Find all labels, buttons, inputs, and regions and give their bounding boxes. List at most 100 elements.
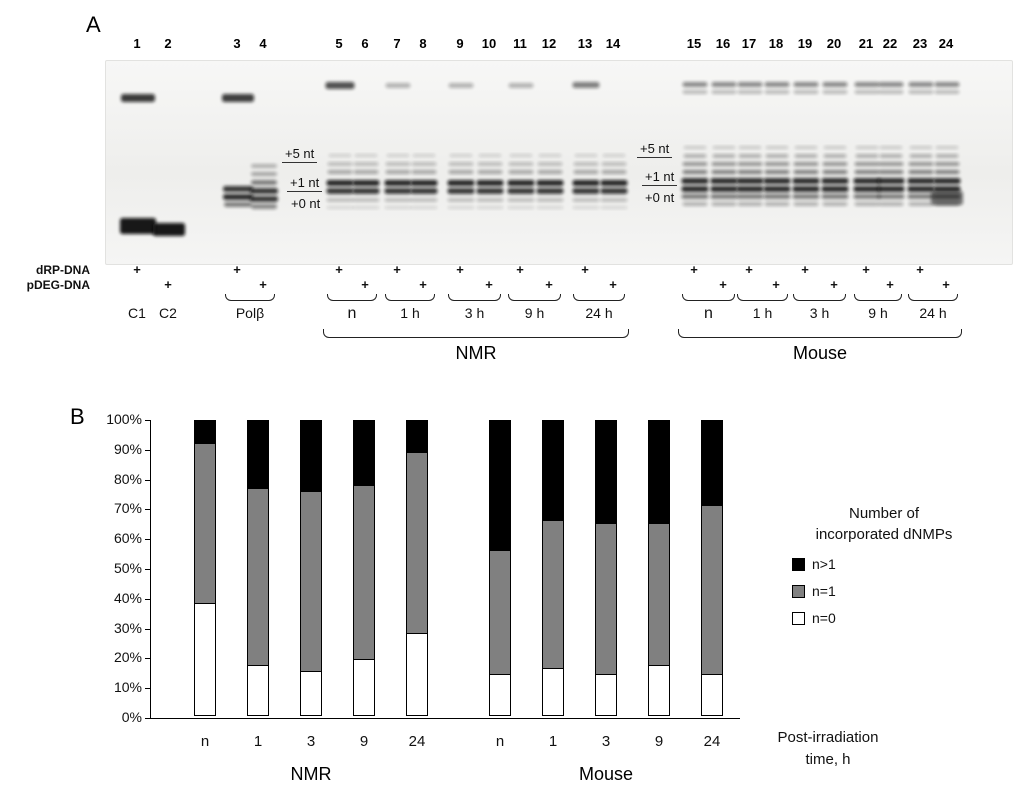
gel-band <box>681 178 709 184</box>
gel-band <box>447 188 475 194</box>
gel-band <box>538 154 562 157</box>
legend-title-line1: Number of <box>848 505 920 522</box>
size-marker-plus5nt-right: +5 nt <box>637 141 673 158</box>
condition-label-polb: Polβ <box>235 305 265 321</box>
gel-band <box>682 162 708 166</box>
lane-number: 16 <box>715 36 731 51</box>
gel-band <box>821 178 849 184</box>
gel-band <box>765 146 789 149</box>
gel-band <box>327 170 353 174</box>
gel-band <box>385 83 411 88</box>
drp-plus-mark: + <box>393 262 401 277</box>
gel-band <box>737 82 763 87</box>
gel-band <box>536 180 564 186</box>
size-marker-plus5nt-left: +5 nt <box>282 146 318 163</box>
gel-band <box>764 202 790 206</box>
gel-band <box>507 198 535 202</box>
lane-number: 6 <box>361 36 369 51</box>
pdeg-plus-mark: + <box>485 277 493 292</box>
gel-band <box>222 94 254 102</box>
y-tick-label: 20% <box>113 649 142 666</box>
bar-segment-n-eq-0 <box>406 632 428 716</box>
gel-band <box>537 170 563 174</box>
legend-label-n-eq-0: n=0 <box>812 610 836 626</box>
gel-band <box>507 180 535 186</box>
gel-bands-svg <box>120 82 963 236</box>
gel-band <box>822 162 848 166</box>
drp-plus-mark: + <box>916 262 924 277</box>
gel-band <box>325 82 355 89</box>
condition-label-mouse-9h: 9 h <box>868 305 888 321</box>
lane-number: 12 <box>541 36 557 51</box>
gel-band <box>853 186 881 192</box>
gel-band <box>572 198 600 202</box>
x-tick-label: 24 <box>408 733 426 750</box>
pdeg-plus-mark: + <box>419 277 427 292</box>
stacked-bar-nmr-1 <box>247 420 269 718</box>
y-tick-mark <box>145 420 150 421</box>
lane-number: 14 <box>605 36 621 51</box>
gel-band <box>792 178 820 184</box>
gel-band <box>934 170 960 174</box>
condition-label-nmr-1h: 1 h <box>400 305 420 321</box>
y-axis <box>150 420 151 718</box>
gel-band <box>908 202 934 206</box>
gel-band <box>854 90 880 94</box>
gel-band <box>153 223 185 236</box>
gel-band <box>907 186 935 192</box>
gel-band <box>908 82 934 87</box>
gel-band <box>909 146 933 149</box>
pdeg-plus-mark: + <box>830 277 838 292</box>
control-label-c2: C2 <box>159 305 177 321</box>
row-label-pdeg-dna: pDEG-DNA <box>26 278 90 292</box>
gel-band <box>121 94 155 102</box>
gel-band <box>909 154 933 158</box>
bar-segment-n-eq-0 <box>300 671 322 716</box>
gel-band <box>573 170 599 174</box>
gel-band <box>410 198 438 202</box>
gel-band <box>385 162 411 166</box>
y-tick-mark <box>145 718 150 719</box>
gel-band <box>854 202 880 206</box>
gel-band <box>536 188 564 194</box>
y-tick-label: 10% <box>113 679 142 696</box>
bar-segment-n-eq-1 <box>194 442 216 604</box>
lane-number: 15 <box>686 36 702 51</box>
chart-group-label-nmr: NMR <box>290 764 332 784</box>
gel-band <box>764 90 790 94</box>
stacked-bar-mouse-9 <box>648 420 670 718</box>
row-label-drp-dna: dRP-DNA <box>36 263 90 277</box>
pdeg-plus-mark: + <box>719 277 727 292</box>
gel-band <box>449 154 473 157</box>
gel-band <box>353 162 379 166</box>
gel-band <box>737 90 763 94</box>
gel-band <box>738 146 762 149</box>
lane-number: 18 <box>768 36 784 51</box>
x-axis <box>150 718 740 719</box>
x-tick-label: 1 <box>548 733 558 750</box>
gel-band <box>908 90 934 94</box>
gel-band <box>536 206 564 209</box>
gel-band <box>765 154 789 158</box>
bar-segment-n-eq-0 <box>648 665 670 716</box>
gel-band <box>683 146 707 149</box>
y-tick-label: 80% <box>113 470 142 487</box>
gel-band <box>908 162 934 166</box>
lane-number: 23 <box>912 36 928 51</box>
gel-band <box>855 154 879 158</box>
x-tick-label: 3 <box>306 733 316 750</box>
bar-segment-n-eq-0 <box>595 674 617 716</box>
gel-band <box>711 82 737 87</box>
x-tick-label: 9 <box>359 733 369 750</box>
pdeg-plus-mark: + <box>164 277 172 292</box>
gel-band <box>120 218 156 234</box>
condition-label-mouse-1h: 1 h <box>752 305 773 321</box>
gel-band <box>353 170 379 174</box>
gel-band <box>822 202 848 206</box>
stacked-bar-nmr-24 <box>406 420 428 718</box>
gel-band <box>224 202 252 207</box>
y-tick-label: 90% <box>113 440 142 457</box>
gel-band <box>507 188 535 194</box>
gel-band <box>793 162 819 166</box>
bar-segment-n-gt-1 <box>300 420 322 492</box>
